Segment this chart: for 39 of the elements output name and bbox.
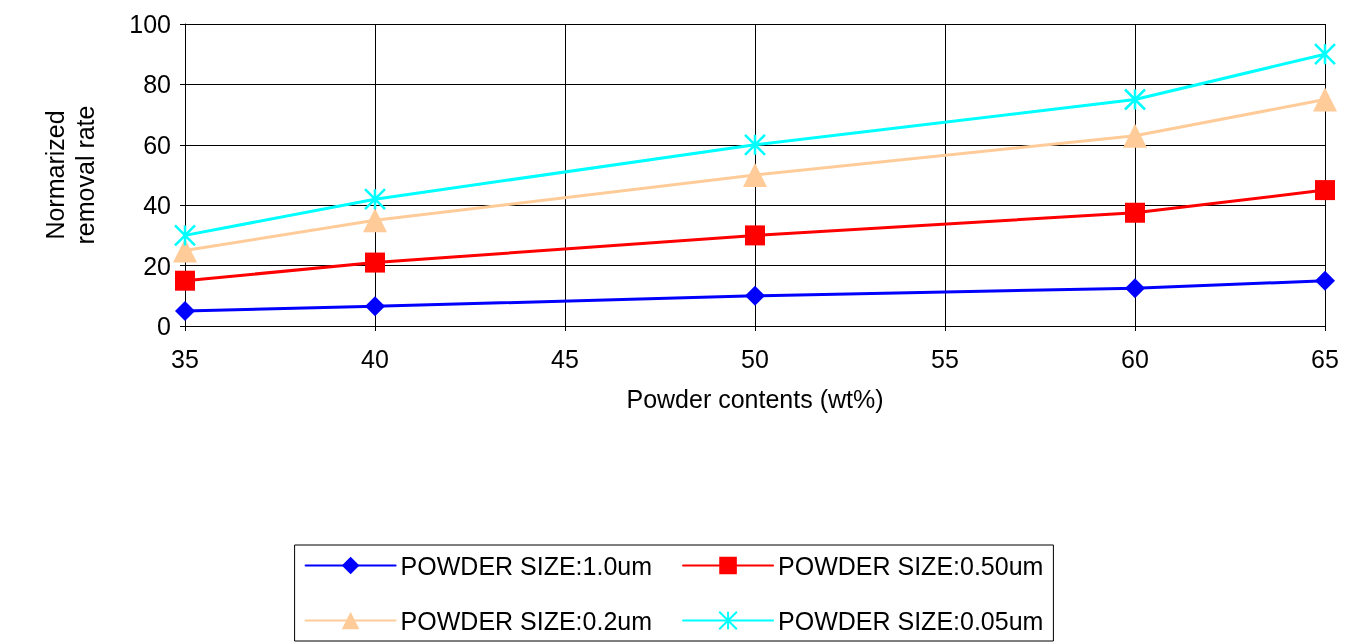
x-tick-label: 50 — [741, 344, 769, 373]
point — [363, 208, 387, 233]
y-tick-label: 60 — [143, 130, 171, 159]
x-tick-label: 45 — [551, 344, 579, 373]
x-tick-label: 40 — [361, 344, 389, 373]
point — [1123, 123, 1147, 148]
point — [175, 300, 195, 321]
point — [365, 296, 385, 317]
point — [173, 224, 197, 247]
point — [1125, 278, 1145, 299]
point — [1125, 202, 1145, 223]
legend-label: POWDER SIZE:0.2um — [400, 606, 653, 635]
legend-label: POWDER SIZE:1.0um — [400, 551, 653, 580]
legend-label: POWDER SIZE:0.05um — [778, 606, 1044, 635]
point — [365, 252, 385, 273]
x-tick-label: 35 — [171, 344, 199, 373]
point — [743, 133, 767, 157]
point — [1313, 87, 1337, 112]
legend-label: POWDER SIZE:0.50um — [778, 551, 1044, 580]
x-tick-label: 60 — [1121, 344, 1149, 373]
y-tick-label: 80 — [143, 70, 171, 99]
point — [175, 270, 195, 291]
point — [745, 285, 765, 306]
x-tick-label: 65 — [1311, 344, 1339, 373]
point — [173, 238, 197, 263]
point — [363, 187, 387, 211]
point — [1315, 180, 1335, 201]
y-tick-label: 40 — [143, 191, 171, 220]
x-axis-title: Powder contents (wt%) — [626, 384, 884, 413]
x-tick-label: 55 — [931, 344, 959, 373]
y-tick-label: 0 — [157, 312, 171, 340]
y-tick-label: 20 — [143, 251, 171, 280]
point — [745, 225, 765, 246]
point — [743, 163, 767, 187]
point — [1313, 42, 1337, 66]
y-axis-title: Normarized removal rate — [41, 105, 99, 245]
y-tick-label: 100 — [129, 10, 171, 38]
point — [1123, 88, 1147, 111]
point — [1315, 270, 1335, 291]
